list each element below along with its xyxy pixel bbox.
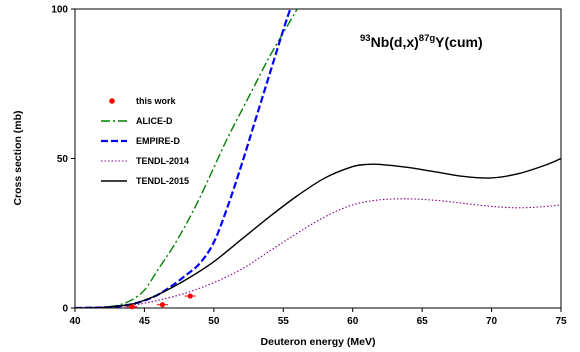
legend-label: ALICE-D	[136, 116, 173, 126]
legend-label: TENDL-2015	[136, 176, 189, 186]
data-point	[159, 302, 166, 308]
x-axis-label: Deuteron energy (MeV)	[261, 336, 376, 348]
points-layer	[126, 293, 196, 310]
x-tick-label: 70	[486, 316, 498, 327]
series-line-tendl-2014	[75, 198, 561, 308]
y-axis-label: Cross section (mb)	[12, 110, 24, 205]
chart-title: 93Nb(d,x)87gY(cum)	[360, 33, 483, 50]
series-line-empire-d	[75, 9, 292, 308]
legend-label: EMPIRE-D	[136, 136, 181, 146]
y-tick-label: 100	[51, 5, 68, 16]
x-tick-label: 50	[208, 316, 220, 327]
legend-label: this work	[136, 96, 177, 106]
y-tick-label: 0	[62, 304, 68, 315]
y-axis: 0 50 100	[51, 5, 75, 315]
legend: this work ALICE-D EMPIRE-D TENDL-2014 TENDL-…	[101, 96, 189, 186]
data-point	[187, 293, 193, 299]
x-tick-label: 40	[69, 316, 81, 327]
x-axis: 40 45 50 55 60 65 70 75	[69, 308, 567, 327]
legend-marker	[109, 98, 115, 104]
legend-label: TENDL-2014	[136, 156, 189, 166]
x-tick-label: 75	[555, 316, 567, 327]
x-tick-label: 45	[139, 316, 151, 327]
y-tick-label: 50	[57, 154, 69, 165]
data-point	[129, 304, 135, 310]
plot-area	[74, 8, 562, 309]
x-tick-label: 65	[417, 316, 429, 327]
x-tick-label: 60	[347, 316, 359, 327]
x-tick-label: 55	[278, 316, 290, 327]
series-line-tendl-2015	[75, 157, 561, 308]
series-layer	[75, 9, 561, 308]
